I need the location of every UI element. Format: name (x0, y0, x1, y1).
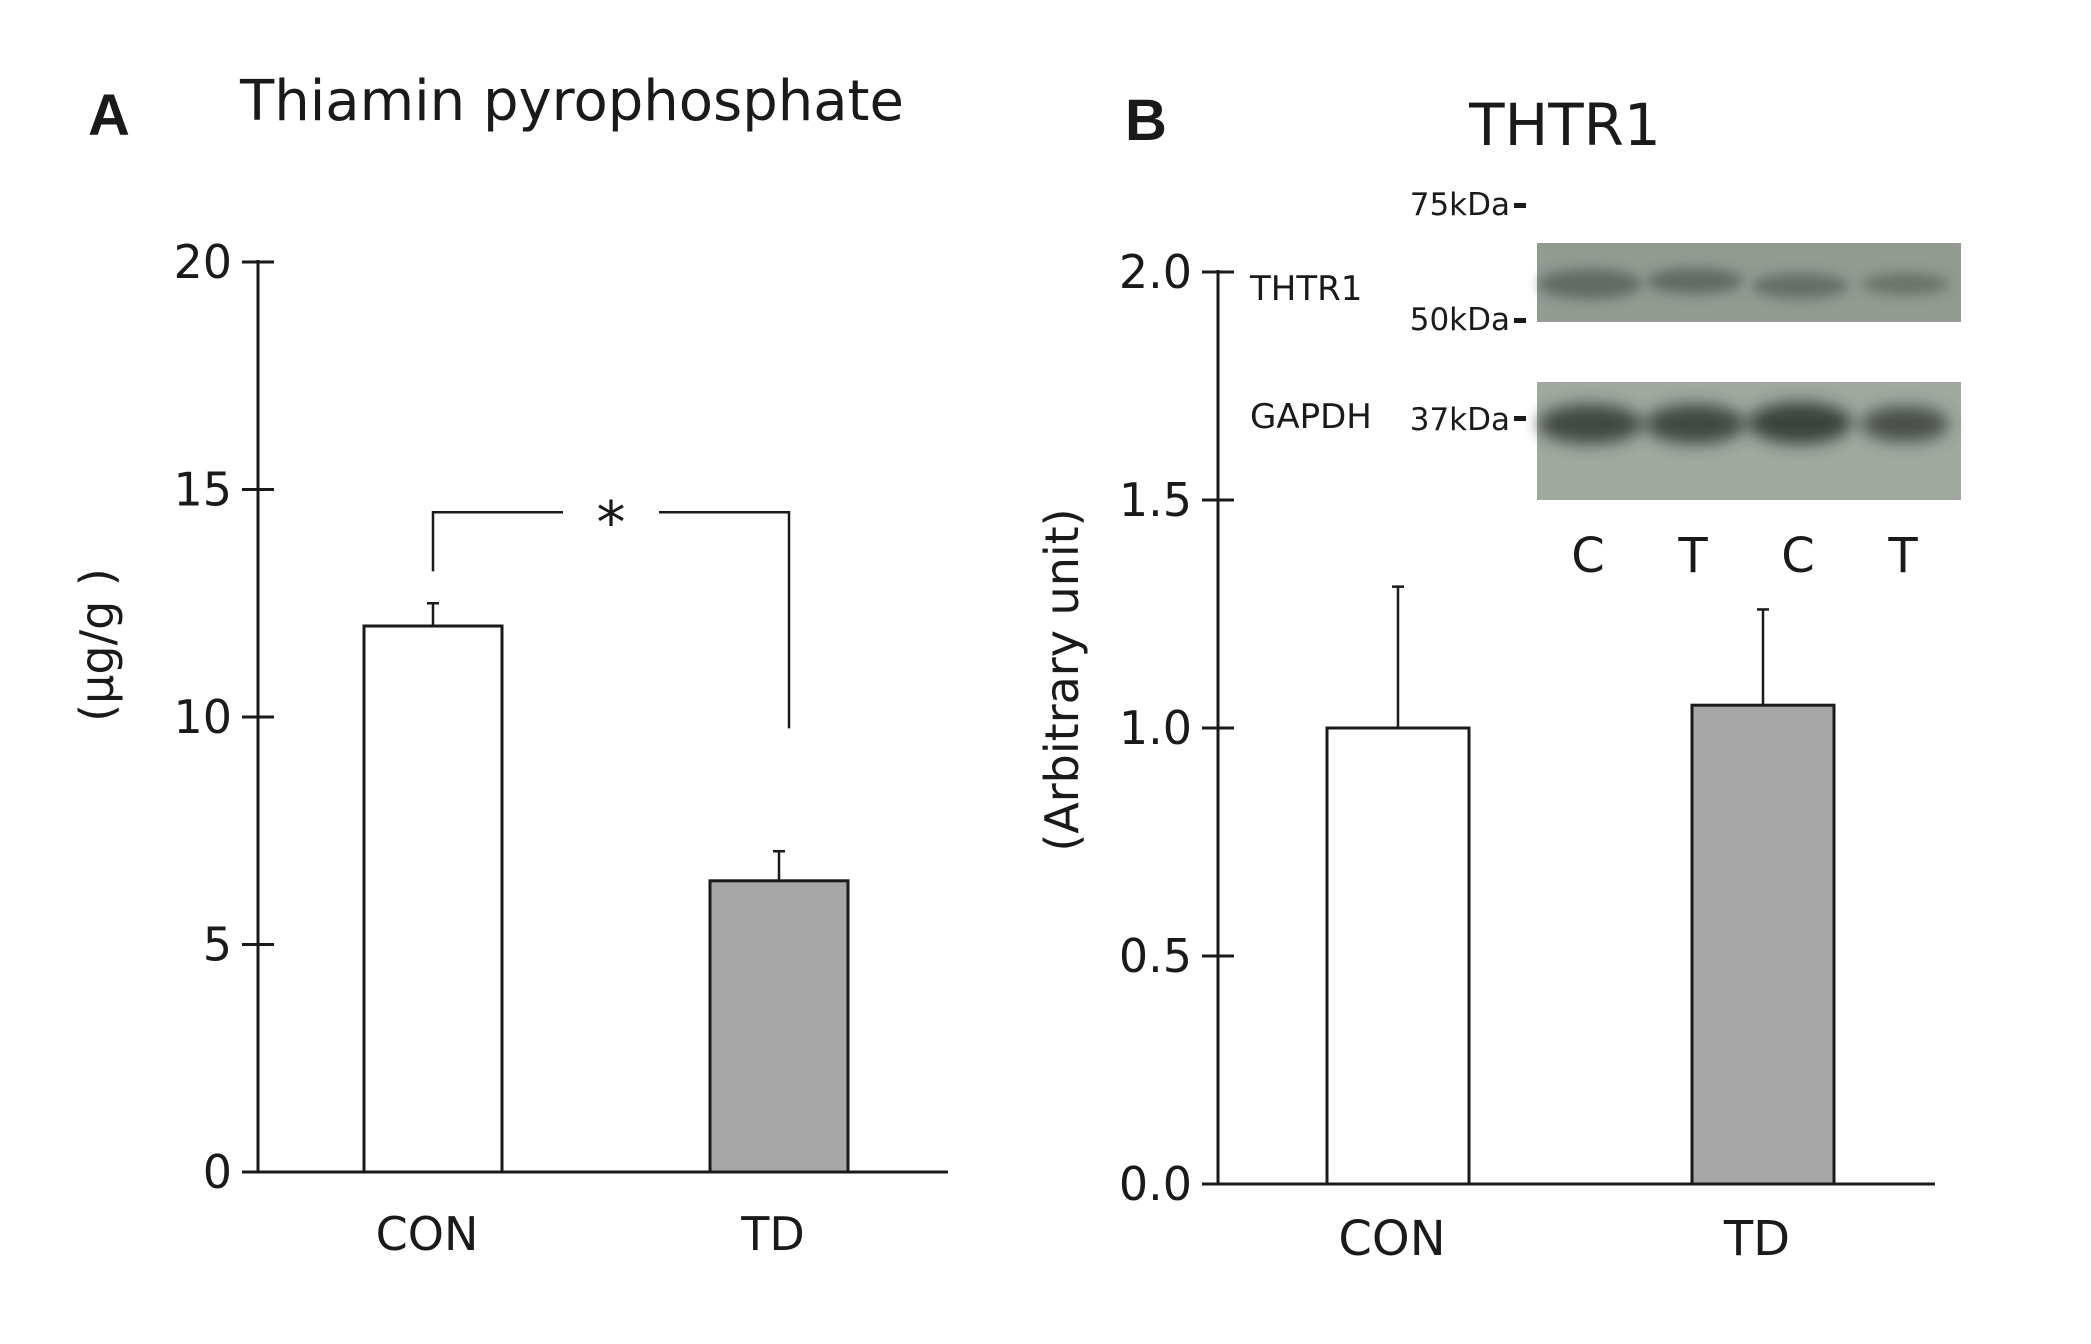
gapdh-band-lane3 (1748, 402, 1852, 444)
panel-b-letter: B (1125, 88, 1167, 153)
gapdh-band-lane4 (1861, 406, 1949, 442)
panel-b-y-ticks: 0.0 0.5 1.0 1.5 2.0 (1119, 245, 1234, 1211)
panel-a-x-labels: CON TD (376, 1207, 805, 1261)
panel-a-chart: A Thiamin pyrophosphate (μg/g ) 0 5 10 15 20… (70, 69, 948, 1261)
a-y-tick-label: 0 (203, 1145, 232, 1199)
significance-bracket: * (431, 488, 791, 729)
blot-row-label-gapdh: GAPDH (1250, 397, 1372, 437)
marker-label-50kda: 50kDa (1410, 302, 1510, 338)
thtr1-band-lane1 (1538, 269, 1642, 299)
western-blot-inset: 75kDa 50kDa 37kDa THTR1 GAPDH (1249, 187, 1961, 584)
significance-star: * (597, 488, 626, 556)
b-y-tick-label: 1.0 (1119, 701, 1192, 755)
lane-label-1: C (1571, 528, 1605, 584)
a-x-tick-label: CON (376, 1207, 479, 1261)
panel-b-x-labels: CON TD (1338, 1211, 1790, 1267)
panel-a-title: Thiamin pyrophosphate (239, 69, 904, 134)
thtr1-band-lane2 (1647, 268, 1743, 294)
panel-b-bars (1325, 585, 1836, 1186)
panel-b-y-axis-label: (Arbitrary unit) (1035, 508, 1089, 851)
panel-b-chart: B THTR1 (Arbitrary unit) 0.0 0.5 1.0 1.5 2.0… (1035, 88, 1961, 1267)
b-x-tick-label: TD (1723, 1211, 1790, 1267)
a-y-tick-label: 5 (203, 918, 232, 972)
panel-b-title: THTR1 (1468, 91, 1661, 159)
marker-tick-75kda (1514, 203, 1526, 208)
a-y-tick-label: 15 (173, 463, 232, 517)
b-y-tick-label: 0.5 (1119, 929, 1192, 983)
panel-a-bars (362, 602, 850, 1174)
thtr1-band-lane3 (1752, 273, 1848, 299)
marker-label-75kda: 75kDa (1410, 187, 1510, 223)
marker-label-37kda: 37kDa (1410, 402, 1510, 438)
b-x-tick-label: CON (1338, 1211, 1445, 1267)
blot-row-label-thtr1: THTR1 (1249, 269, 1362, 309)
thtr1-band-lane4 (1861, 273, 1949, 295)
a-x-tick-label: TD (740, 1207, 805, 1261)
gapdh-blot-strip (1537, 382, 1961, 500)
a-bar-td (708, 879, 850, 1174)
gapdh-band-lane2 (1645, 404, 1745, 444)
lane-label-3: C (1781, 528, 1815, 584)
b-bar-con (1325, 726, 1471, 1186)
significance-bracket-right (659, 511, 791, 729)
lane-label-2: T (1677, 528, 1708, 584)
marker-tick-50kda (1514, 318, 1526, 323)
b-bar-td (1690, 703, 1836, 1186)
b-y-tick-label: 1.5 (1119, 473, 1192, 527)
lane-label-4: T (1887, 528, 1918, 584)
panel-a-letter: A (88, 83, 130, 148)
b-y-tick-label: 0.0 (1119, 1157, 1192, 1211)
panel-a-y-axis-label: (μg/g ) (70, 568, 124, 722)
marker-tick-37kda (1514, 416, 1526, 421)
thtr1-blot-strip (1537, 243, 1961, 322)
a-bar-con (362, 624, 504, 1174)
significance-bracket-left (431, 511, 563, 572)
panel-a-y-ticks: 0 5 10 15 20 (173, 235, 274, 1199)
gapdh-band-lane1 (1538, 404, 1642, 444)
a-y-tick-label: 10 (173, 690, 232, 744)
a-y-tick-label: 20 (173, 235, 232, 289)
b-y-tick-label: 2.0 (1119, 245, 1192, 299)
